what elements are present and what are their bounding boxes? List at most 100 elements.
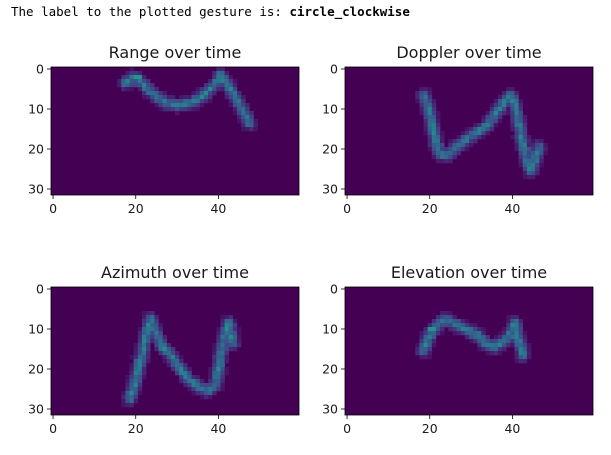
heatmap-cell xyxy=(456,151,462,156)
x-tick-label: 20 xyxy=(422,421,438,436)
heatmap-cell xyxy=(493,339,499,344)
heatmap-cell xyxy=(481,127,486,132)
heatmap-cell xyxy=(125,379,130,384)
heatmap-cell xyxy=(228,319,234,324)
heatmap-cell xyxy=(162,91,168,96)
gesture-label: circle_clockwise xyxy=(289,4,410,19)
heatmap-cell xyxy=(502,95,507,100)
heatmap-cell xyxy=(448,155,453,160)
heatmap-cell xyxy=(506,87,511,92)
heatmap-cell xyxy=(493,335,499,340)
heatmap-cell xyxy=(141,331,147,336)
heatmap-cell xyxy=(427,147,433,152)
heatmap-cell xyxy=(208,91,213,96)
heatmap-cell xyxy=(141,83,147,88)
heatmap-cell xyxy=(133,359,139,364)
heatmap-cell xyxy=(162,359,168,364)
heatmap-cell xyxy=(199,395,205,400)
heatmap-cell xyxy=(522,155,528,160)
heatmap-cell xyxy=(514,95,519,100)
heatmap-cell xyxy=(183,363,188,368)
heatmap-cell xyxy=(518,143,524,148)
heatmap-cell xyxy=(510,95,515,100)
heatmap-cell xyxy=(423,87,428,92)
heatmap-cell xyxy=(158,107,163,112)
heatmap-cell xyxy=(175,103,180,108)
heatmap-cell xyxy=(195,103,201,108)
heatmap-cell xyxy=(183,383,188,388)
heatmap-cell xyxy=(518,339,524,344)
heatmap-cell xyxy=(440,311,445,316)
heatmap-cell xyxy=(125,395,130,400)
heatmap-cell xyxy=(510,115,515,120)
heatmap-cell xyxy=(216,75,221,80)
heatmap-cell xyxy=(141,343,147,348)
heatmap-cell xyxy=(146,335,151,340)
heatmap-cell xyxy=(224,87,230,92)
heatmap-cell xyxy=(435,319,441,324)
heatmap-cell xyxy=(510,319,515,324)
heatmap-cell xyxy=(166,351,172,356)
heatmap-cell xyxy=(423,95,428,100)
heatmap-cell xyxy=(183,371,188,376)
heatmap-cell xyxy=(493,111,499,116)
heatmap-cell xyxy=(125,399,130,404)
heatmap-cell xyxy=(423,127,428,132)
heatmap-cell xyxy=(146,347,151,352)
heatmap-cell xyxy=(125,79,130,84)
heatmap-cell xyxy=(423,99,428,104)
heatmap-cell xyxy=(154,327,159,332)
y-tick-label: 20 xyxy=(322,142,338,157)
heatmap-cell xyxy=(452,147,457,152)
heatmap-cell xyxy=(212,91,217,96)
heatmap-cell xyxy=(137,83,143,88)
heatmap-cell xyxy=(141,79,147,84)
heatmap-cell xyxy=(237,91,242,96)
heatmap-cell xyxy=(502,111,507,116)
heatmap-cell xyxy=(137,343,143,348)
heatmap-cell xyxy=(419,335,424,340)
y-tick-label: 30 xyxy=(322,402,338,417)
heatmap-cell xyxy=(510,87,515,92)
y-tick-label: 0 xyxy=(36,282,44,297)
heatmap-cell xyxy=(179,99,184,104)
heatmap-cell xyxy=(481,115,486,120)
heatmap-cell xyxy=(141,323,147,328)
heatmap-cell xyxy=(129,387,134,392)
heatmap-cell xyxy=(526,171,532,176)
heatmap-cell xyxy=(514,143,519,148)
heatmap-cell xyxy=(427,119,433,124)
heatmap-cell xyxy=(506,339,511,344)
heatmap-cell xyxy=(179,103,184,108)
heatmap-cell xyxy=(419,339,424,344)
heatmap-cell xyxy=(531,155,536,160)
heatmap-cell xyxy=(121,87,126,92)
heatmap-cell xyxy=(224,351,230,356)
heatmap-cell xyxy=(543,147,548,152)
heatmap-cell xyxy=(195,107,201,112)
heatmap-cell xyxy=(485,335,490,340)
heatmap-cell xyxy=(208,383,213,388)
heatmap-cell xyxy=(493,103,499,108)
heatmap-cell xyxy=(232,323,238,328)
heatmap-cell xyxy=(514,91,519,96)
heatmap-cell xyxy=(497,107,503,112)
heatmap-cell xyxy=(460,319,466,324)
heatmap-cell xyxy=(431,123,437,128)
heatmap-cell xyxy=(158,335,163,340)
heatmap-cell xyxy=(531,175,536,180)
heatmap-cell xyxy=(212,351,217,356)
heatmap-cell xyxy=(141,355,147,360)
heatmap-cell xyxy=(435,135,441,140)
heatmap-cell xyxy=(539,155,544,160)
heatmap-cell xyxy=(199,87,205,92)
heatmap-cell xyxy=(212,375,217,380)
heatmap-cell xyxy=(526,167,532,172)
heatmap-cell xyxy=(245,115,250,120)
heatmap-cell xyxy=(228,103,234,108)
heatmap-cell xyxy=(489,111,495,116)
heatmap-cell xyxy=(485,127,490,132)
heatmap-cell xyxy=(464,319,470,324)
heatmap-cell xyxy=(232,87,238,92)
heatmap-cell xyxy=(531,171,536,176)
